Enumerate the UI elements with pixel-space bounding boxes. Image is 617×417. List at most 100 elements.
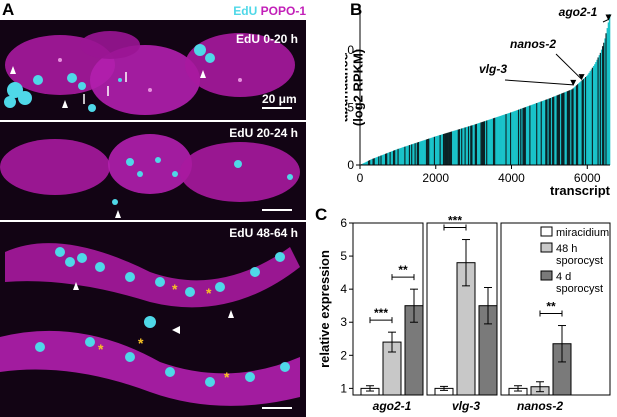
transcript-bar — [513, 111, 515, 165]
transcript-bar — [499, 115, 502, 165]
micrograph-image-1 — [0, 20, 306, 120]
transcript-bar — [420, 141, 422, 165]
transcript-bar — [540, 101, 543, 165]
transcript-bar — [408, 145, 411, 165]
transcript-bar — [442, 133, 445, 165]
transcript-bar — [549, 98, 552, 165]
x-tick-label: 4000 — [498, 171, 525, 185]
micrograph-label-2: EdU 20-24 h — [229, 126, 298, 140]
transcript-bar — [581, 80, 584, 165]
significance-label: *** — [374, 306, 388, 320]
arrowhead-marker — [73, 282, 79, 290]
transcript-bar — [431, 137, 434, 165]
y-tick-label: 3 — [340, 315, 347, 329]
transcript-bar — [389, 151, 391, 165]
transcript-bar — [606, 28, 609, 166]
transcript-bar — [438, 135, 440, 165]
arrowhead-marker — [10, 66, 16, 74]
transcript-bar — [550, 97, 553, 165]
arrowhead-marker — [115, 210, 121, 218]
transcript-bar — [547, 98, 549, 165]
transcript-bar — [450, 131, 453, 165]
transcript-bar — [386, 153, 388, 165]
relative-expression-chart: relative expression 1 2 3 4 5 6 ago2-1 vlg-3 nano… — [317, 214, 611, 413]
transcript-bar — [467, 126, 470, 165]
transcript-bar — [447, 132, 449, 165]
transcript-bar — [557, 94, 560, 165]
transcript-bar — [419, 141, 421, 165]
transcript-bar — [495, 117, 497, 165]
legend-label: sporocyst — [556, 255, 603, 267]
y-tick-label: 5 — [347, 101, 354, 115]
star-marker: * — [206, 285, 212, 301]
transcript-bar — [544, 100, 546, 165]
transcript-bar — [407, 145, 410, 165]
panel-letter-c: C — [315, 205, 328, 224]
transcript-bar — [490, 118, 493, 165]
transcript-bar — [477, 123, 479, 165]
category-label: vlg-3 — [452, 399, 480, 413]
transcript-bar — [488, 119, 490, 165]
transcript-bar — [566, 91, 569, 165]
gene-annotation-label: vlg-3 — [479, 62, 507, 76]
transcript-bar — [406, 145, 409, 165]
transcript-bar — [585, 76, 587, 165]
gene-annotation-label: ago2-1 — [559, 5, 598, 19]
transcript-bar — [399, 148, 402, 165]
transcript-bar — [425, 139, 428, 165]
transcript-bar — [402, 147, 404, 165]
arrowhead-marker — [62, 100, 68, 108]
scale-bar-label: 20 μm — [262, 92, 297, 106]
transcript-bar — [596, 59, 598, 166]
transcript-bar — [474, 124, 477, 165]
transcript-bar — [481, 121, 484, 165]
transcript-bar — [405, 146, 407, 165]
legend-swatch — [540, 270, 553, 281]
transcript-bar — [465, 127, 468, 165]
transcript-bar — [435, 136, 437, 165]
transcript-bar — [541, 100, 544, 165]
x-axis-label: transcript — [550, 183, 611, 198]
transcript-bar — [494, 117, 496, 165]
transcript-bar — [372, 158, 374, 165]
y-tick-label: 4 — [340, 282, 347, 296]
category-label: ago2-1 — [373, 399, 412, 413]
transcript-bar — [607, 22, 610, 166]
micrograph-frame-3: * * * * * EdU 48-64 h — [0, 222, 306, 417]
transcript-bar — [463, 127, 465, 165]
transcript-bar — [413, 143, 415, 165]
transcript-bar — [424, 139, 427, 165]
transcript-bar — [517, 109, 520, 165]
transcript-bar — [608, 14, 611, 166]
transcript-bar — [457, 129, 460, 165]
significance-label: ** — [398, 263, 408, 277]
transcript-bar — [446, 132, 448, 165]
transcript-bar — [473, 124, 476, 165]
transcript-bar — [580, 81, 582, 165]
transcript-bar — [507, 113, 510, 165]
transcript-bar — [558, 94, 561, 165]
y-tick-label: 5 — [340, 249, 347, 263]
panel-letter-b: B — [350, 0, 363, 19]
transcript-bar — [561, 93, 563, 165]
transcript-bar — [531, 104, 534, 165]
transcript-bar — [466, 126, 469, 165]
transcript-bar — [597, 57, 599, 166]
x-tick-label: 2000 — [422, 171, 449, 185]
transcript-bar — [506, 113, 509, 165]
transcript-bar — [538, 102, 540, 165]
transcript-bar — [371, 159, 373, 165]
transcript-bar — [464, 127, 466, 165]
transcript-bar — [564, 92, 566, 165]
transcript-bar — [370, 159, 372, 165]
stain-edu-label: EdU — [233, 4, 258, 18]
transcript-bar — [591, 67, 594, 165]
transcript-bar — [486, 120, 488, 165]
transcript-bar — [429, 138, 431, 165]
transcript-bar — [594, 64, 596, 165]
transcript-bar — [469, 126, 471, 165]
micrograph-frame-1: EdU 0-20 h 20 μm — [0, 20, 306, 120]
transcript-bar — [528, 105, 530, 165]
transcript-bar — [496, 117, 498, 165]
y-axis-label: abundance — [345, 53, 351, 122]
